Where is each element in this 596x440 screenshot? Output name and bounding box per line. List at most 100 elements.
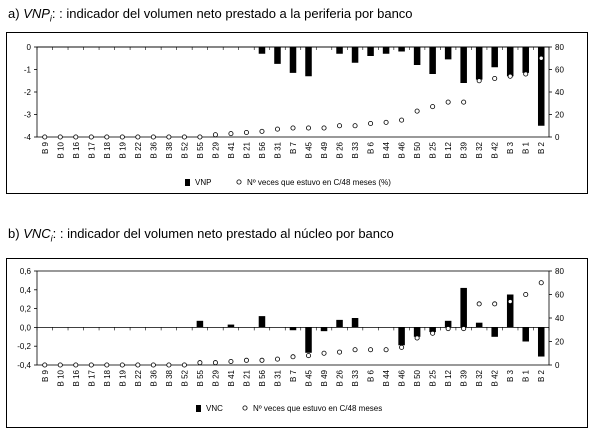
chart-b-left-tick-label: 0,0 <box>20 323 32 332</box>
chart-a-point <box>290 125 296 131</box>
chart-a-point <box>507 73 513 79</box>
chart-a-point <box>88 134 94 140</box>
chart-b-bar <box>351 318 359 328</box>
chart-a-point <box>368 121 374 127</box>
chart-a-point <box>461 99 467 105</box>
chart-a-category-label: B 10 <box>56 141 65 158</box>
chart-b-point <box>306 353 312 359</box>
chart-a-category-label: B 17 <box>87 141 96 158</box>
chart-b-right-tick-label: 60 <box>555 291 564 300</box>
chart-a-legend-point-swatch <box>236 179 242 185</box>
chart-b-category-label: B 38 <box>165 369 174 386</box>
chart-a-point <box>57 134 63 140</box>
chart-b-category-label: B 46 <box>398 369 407 386</box>
chart-b-legend-point-label: Nº veces que estuvo en C/48 meses <box>253 404 382 413</box>
chart-a-category-label: B 45 <box>305 141 314 158</box>
chart-b-category-label: B 1 <box>522 369 531 382</box>
chart-b-right-tick-label: 20 <box>555 338 564 347</box>
chart-b-bar <box>305 327 312 353</box>
chart-a-point <box>414 108 420 114</box>
chart-b-bar <box>320 327 328 332</box>
chart-a-left-tick-label: 0 <box>27 43 32 52</box>
chart-a-left-tick-label: -4 <box>24 133 32 142</box>
chart-b-category-label: B 17 <box>87 369 96 386</box>
chart-a-right-tick-label: 60 <box>555 66 564 75</box>
chart-b-point <box>430 330 436 336</box>
chart-a-category-label: B 55 <box>196 141 205 158</box>
chart-b-point <box>461 326 467 332</box>
chart-a-right-tick-label: 40 <box>555 88 564 97</box>
chart-a-frame: 0 -1 -2 -3 -4 80 60 40 20 0 B 9 B 10 B 16 B 17 B 18 B 1… <box>6 32 588 194</box>
chart-b-category-label: B 42 <box>491 369 500 386</box>
chart-a-category-label: B 2 <box>537 141 546 154</box>
chart-a-category-label: B 7 <box>289 141 298 154</box>
chart-a-left-tick-label: -1 <box>24 66 32 75</box>
chart-b-point <box>150 362 156 368</box>
chart-a-category-label: B 41 <box>227 141 236 158</box>
chart-a-category-label: B 26 <box>336 141 345 158</box>
chart-b-category-label: B 21 <box>242 369 251 386</box>
chart-b-point <box>57 362 63 368</box>
chart-b-point <box>352 347 358 353</box>
chart-b-legend-point-swatch <box>242 405 248 411</box>
chart-a-point <box>445 99 451 105</box>
chart-b-frame: 0,6 0,4 0,2 0,0 -0,2 -0,4 80 60 40 20 0 B 9 B 10 B 16… <box>6 258 588 428</box>
chart-a-bar <box>506 47 514 77</box>
chart-a-bar <box>444 47 452 60</box>
chart-b-point <box>73 362 79 368</box>
chart-a-category-label: B 42 <box>491 141 500 158</box>
chart-b-category-label: B 3 <box>506 369 515 382</box>
chart-a-bar <box>336 47 343 54</box>
chart-a-category-label: B 18 <box>103 141 112 158</box>
chart-a-legend-point-label: Nº veces que estuvo en C/48 meses (%) <box>247 178 391 187</box>
chart-b-left-tick-label: 0,2 <box>20 305 32 314</box>
chart-b-category-label: B 45 <box>305 369 314 386</box>
chart-b-point <box>259 357 265 363</box>
chart-b-bar <box>258 316 266 328</box>
chart-a-point <box>135 134 141 140</box>
chart-b-point <box>523 292 529 298</box>
chart-b-category-label: B 29 <box>211 369 220 386</box>
chart-a-point <box>352 123 358 129</box>
chart-a-point <box>119 134 125 140</box>
chart-b-bar <box>460 287 467 328</box>
chart-a-bar <box>460 47 467 83</box>
chart-b-category-label: B 55 <box>196 369 205 386</box>
chart-b-bar <box>227 324 235 328</box>
chart-b-bar <box>522 327 529 342</box>
chart-a-point <box>181 134 187 140</box>
chart-b-point <box>243 357 249 363</box>
chart-a-category-label: B 36 <box>149 141 158 158</box>
chart-b-category-label: B 9 <box>41 369 50 382</box>
chart-a-category-label: B 39 <box>460 141 469 158</box>
chart-b-point <box>104 362 110 368</box>
chart-a-category-label: B 56 <box>258 141 267 158</box>
chart-a-category-label: B 6 <box>367 141 376 154</box>
chart-b-point <box>166 362 172 368</box>
chart-b-bar <box>506 294 514 328</box>
chart-b-legend-bar-label: VNC <box>206 404 223 413</box>
chart-b-category-label: B 41 <box>227 369 236 386</box>
chart-b-point <box>197 360 203 366</box>
chart-b-point <box>321 350 327 356</box>
chart-b-point <box>414 335 420 341</box>
chart-a-point <box>228 131 234 137</box>
chart-b-category-label: B 2 <box>537 369 546 382</box>
chart-b-bar <box>196 320 204 328</box>
chart-a-right-tick-label: 20 <box>555 111 564 120</box>
chart-a-point <box>337 123 343 129</box>
chart-a-bar <box>475 47 483 80</box>
chart-b-category-label: B 22 <box>134 369 143 386</box>
chart-b-category-label: B 50 <box>413 369 422 386</box>
chart-a-left-tick-label: -3 <box>24 111 32 120</box>
chart-a-point <box>243 130 249 136</box>
chart-a-category-label: B 50 <box>413 141 422 158</box>
chart-b-point <box>383 347 389 353</box>
chart-a-bar <box>258 47 266 54</box>
panel-b-letter: b) <box>8 226 20 241</box>
chart-b-bar <box>444 320 452 328</box>
chart-a-bar <box>398 47 405 52</box>
chart-a-category-label: B 32 <box>475 141 484 158</box>
chart-b-category-label: B 19 <box>118 369 127 386</box>
panel-a-letter: a) <box>8 6 20 21</box>
